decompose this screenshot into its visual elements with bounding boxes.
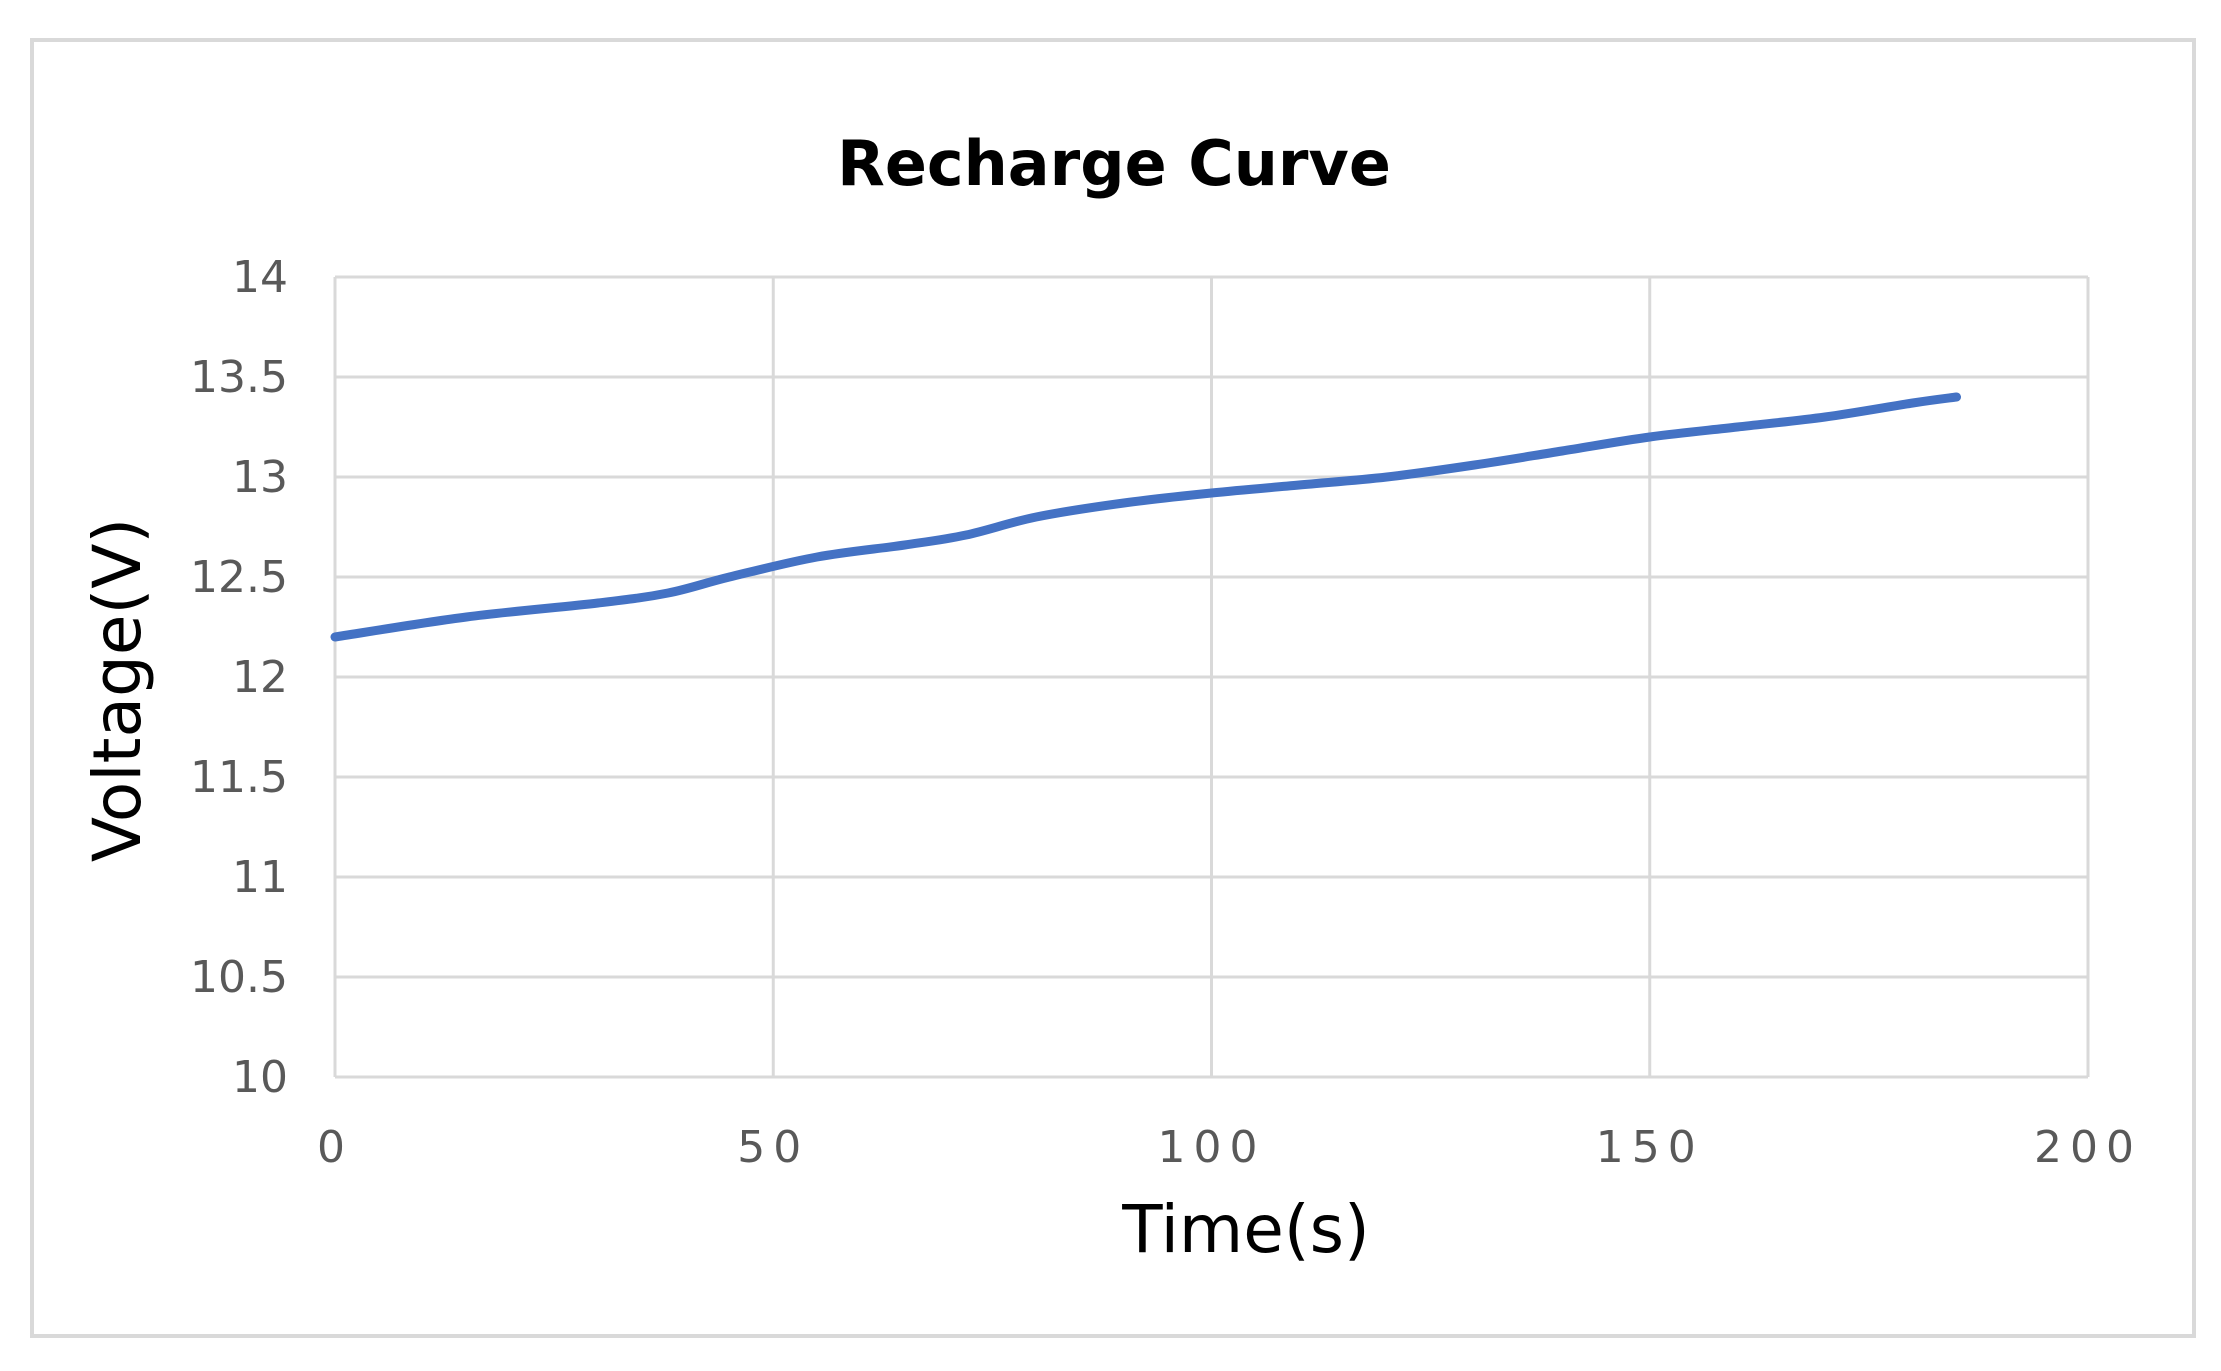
y-tick-label: 10 [232, 1052, 288, 1103]
series-group [330, 392, 1962, 642]
chart-title: Recharge Curve [837, 127, 1391, 200]
y-tick-label: 12 [232, 652, 288, 703]
x-tick-label: 150 [1596, 1122, 1704, 1173]
x-tick-label: 0 [317, 1122, 353, 1173]
series-line-0 [330, 392, 1962, 642]
y-tick-label: 11 [232, 852, 288, 903]
grid-lines [333, 275, 2090, 1079]
x-axis-label: Time(s) [1121, 1191, 1369, 1268]
x-tick-labels: 0 50 100 150 200 [317, 1122, 2142, 1173]
y-tick-label: 11.5 [190, 752, 288, 803]
y-tick-label: 12.5 [190, 552, 288, 603]
x-tick-label: 50 [737, 1122, 809, 1173]
y-tick-label: 13.5 [190, 352, 288, 403]
y-axis-label: Voltage(V) [79, 518, 156, 862]
y-tick-label: 14 [232, 252, 288, 303]
y-tick-label: 13 [232, 452, 288, 503]
y-tick-label: 10.5 [190, 952, 288, 1003]
y-tick-labels: 10 10.5 11 11.5 12 12.5 13 13.5 14 [190, 252, 288, 1103]
x-tick-label: 100 [1158, 1122, 1266, 1173]
chart-frame [30, 38, 2196, 1338]
x-tick-label: 200 [2034, 1122, 2142, 1173]
